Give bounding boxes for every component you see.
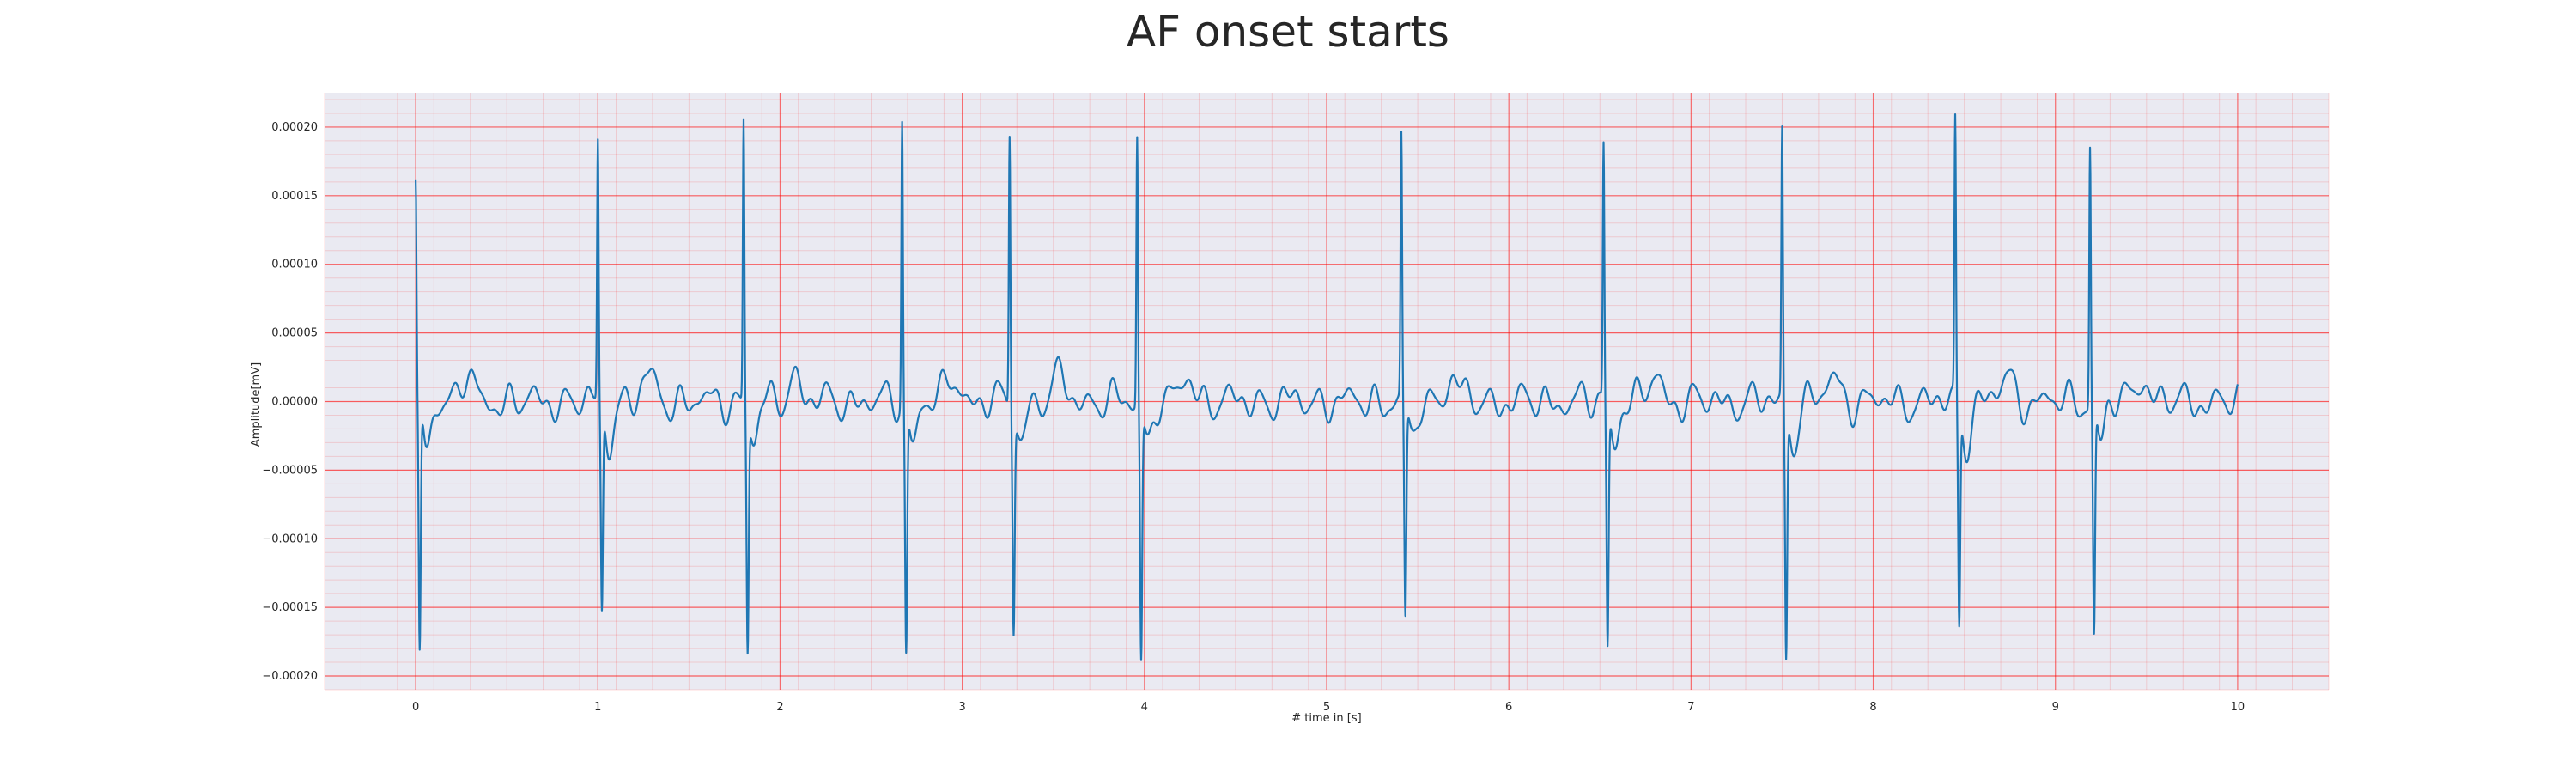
y-tick-label: 0.00000	[271, 395, 318, 408]
x-tick-label: 8	[1869, 701, 1876, 714]
series-line	[414, 113, 2239, 661]
x-tick-label: 7	[1687, 701, 1694, 714]
x-axis-ticks: 0 1 2 3 4 5 6 7 8 9 10	[412, 701, 2245, 714]
y-tick-label: 0.00010	[271, 259, 318, 271]
x-tick-label: 1	[594, 701, 601, 714]
y-axis-ticks: −0.00020 −0.00015 −0.00010 −0.00005 0.00000 0…	[262, 121, 318, 683]
x-tick-label: 9	[2052, 701, 2059, 714]
chart-title: AF onset starts	[1127, 7, 1449, 57]
series-layer	[414, 113, 2239, 661]
y-tick-label: −0.00015	[262, 601, 318, 614]
x-tick-label: 10	[2231, 701, 2245, 714]
y-tick-label: −0.00010	[262, 533, 318, 545]
y-axis-label: Amplitude[mV]	[250, 362, 263, 447]
x-axis-label: # time in [s]	[1291, 712, 1361, 725]
x-tick-label: 4	[1141, 701, 1148, 714]
y-tick-label: −0.00005	[262, 464, 318, 477]
x-tick-label: 5	[1323, 701, 1330, 714]
y-tick-label: 0.00015	[271, 190, 318, 203]
x-tick-label: 3	[958, 701, 965, 714]
y-tick-label: −0.00020	[262, 670, 318, 683]
x-tick-label: 2	[776, 701, 783, 714]
y-tick-label: 0.00005	[271, 327, 318, 340]
x-tick-label: 0	[412, 701, 419, 714]
x-tick-label: 6	[1505, 701, 1512, 714]
y-tick-label: 0.00020	[271, 121, 318, 134]
